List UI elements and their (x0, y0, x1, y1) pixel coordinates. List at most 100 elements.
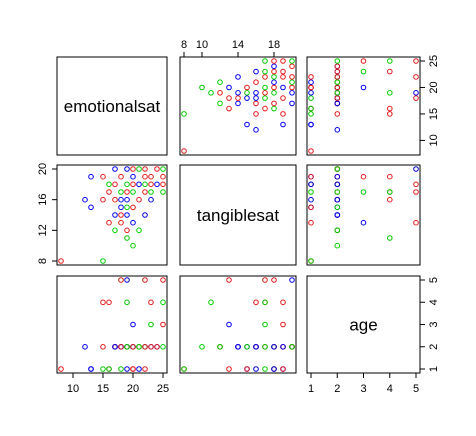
point-38-age-vs-tangiblesat (271, 366, 277, 372)
point-36-emotionalsat-vs-tangiblesat (217, 79, 223, 85)
tick-label-right_top-0: 10 (428, 134, 440, 146)
point-5-age-vs-tangiblesat (253, 299, 259, 306)
point-49-emotionalsat-vs-tangiblesat (271, 63, 277, 70)
point-0-age-vs-emotionalsat (58, 366, 64, 372)
point-29-emotionalsat-vs-tangiblesat (199, 84, 205, 91)
point-29-age-vs-tangiblesat (199, 344, 205, 350)
point-28-emotionalsat-vs-age (413, 90, 419, 96)
point-20-tangiblesat-vs-emotionalsat (118, 173, 124, 180)
point-34-age-vs-tangiblesat (280, 344, 286, 350)
point-9-tangiblesat-vs-emotionalsat (106, 181, 112, 188)
tick-label-top-3: 18 (268, 39, 280, 51)
point-37-tangiblesat-vs-emotionalsat (136, 196, 142, 203)
point-21-emotionalsat-vs-tangiblesat (208, 90, 214, 96)
point-44-age-vs-emotionalsat (142, 344, 148, 350)
tick-label-left_middle-3: 20 (37, 163, 49, 175)
point-16-tangiblesat-vs-emotionalsat (118, 212, 124, 218)
point-41-tangiblesat-vs-age (413, 189, 419, 195)
point-7-emotionalsat-vs-tangiblesat (226, 105, 232, 112)
point-53-tangiblesat-vs-emotionalsat (160, 173, 166, 180)
point-43-tangiblesat-vs-emotionalsat (142, 173, 148, 180)
tick-label-bottom_right-3: 4 (387, 383, 393, 395)
point-50-emotionalsat-vs-tangiblesat (289, 63, 295, 70)
point-25-emotionalsat-vs-tangiblesat (253, 90, 259, 96)
point-40-age-vs-tangiblesat (235, 344, 241, 350)
point-53-tangiblesat-vs-age (360, 173, 367, 180)
point-30-tangiblesat-vs-age (360, 219, 367, 226)
tick-label-bottom_left-0: 10 (67, 383, 79, 395)
variable-label-emotionalsat: emotionalsat (64, 97, 161, 116)
point-30-age-vs-emotionalsat (130, 321, 136, 328)
point-1-age-vs-tangiblesat (181, 366, 187, 372)
point-26-tangiblesat-vs-emotionalsat (124, 189, 130, 195)
point-19-emotionalsat-vs-tangiblesat (262, 95, 268, 101)
point-5-emotionalsat-vs-tangiblesat (253, 111, 259, 117)
tick-label-right_top-1: 15 (428, 108, 440, 120)
point-33-age-vs-emotionalsat (130, 366, 136, 372)
point-28-tangiblesat-vs-age (413, 166, 419, 172)
point-20-emotionalsat-vs-age (334, 95, 341, 101)
point-15-emotionalsat-vs-age (413, 95, 419, 101)
point-14-age-vs-emotionalsat (112, 344, 118, 350)
point-44-tangiblesat-vs-emotionalsat (142, 166, 148, 172)
point-25-emotionalsat-vs-age (308, 90, 314, 96)
point-47-emotionalsat-vs-age (334, 68, 341, 75)
point-30-tangiblesat-vs-emotionalsat (130, 219, 136, 226)
point-28-tangiblesat-vs-emotionalsat (124, 166, 130, 172)
point-34-emotionalsat-vs-tangiblesat (280, 84, 286, 91)
axis-bottom_left: 10 15 20 25 (67, 372, 169, 395)
point-11-emotionalsat-vs-tangiblesat (235, 100, 241, 107)
point-32-tangiblesat-vs-age (334, 189, 341, 195)
point-31-age-vs-tangiblesat (244, 366, 250, 372)
point-33-tangiblesat-vs-emotionalsat (130, 181, 136, 188)
point-49-tangiblesat-vs-age (334, 181, 341, 188)
point-46-age-vs-tangiblesat (262, 321, 268, 328)
point-53-emotionalsat-vs-age (360, 58, 367, 64)
point-26-emotionalsat-vs-tangiblesat (262, 90, 268, 96)
point-27-emotionalsat-vs-tangiblesat (271, 90, 277, 96)
point-27-age-vs-emotionalsat (124, 344, 130, 350)
point-38-emotionalsat-vs-tangiblesat (271, 79, 277, 85)
point-53-emotionalsat-vs-tangiblesat (280, 58, 286, 64)
point-11-tangiblesat-vs-emotionalsat (112, 212, 118, 218)
point-24-tangiblesat-vs-age (334, 204, 341, 211)
point-38-tangiblesat-vs-age (308, 181, 314, 188)
point-52-emotionalsat-vs-tangiblesat (271, 58, 277, 64)
point-20-age-vs-emotionalsat (118, 344, 124, 350)
point-14-tangiblesat-vs-emotionalsat (112, 166, 118, 172)
tick-label-left_middle-2: 16 (37, 194, 49, 206)
point-33-emotionalsat-vs-age (308, 84, 314, 91)
point-31-tangiblesat-vs-age (308, 204, 314, 211)
point-41-emotionalsat-vs-tangiblesat (262, 74, 268, 80)
point-12-tangiblesat-vs-emotionalsat (112, 196, 118, 203)
point-54-tangiblesat-vs-age (334, 166, 341, 172)
point-16-emotionalsat-vs-tangiblesat (235, 95, 241, 101)
point-28-age-vs-emotionalsat (124, 277, 130, 283)
point-0-tangiblesat-vs-emotionalsat (58, 258, 64, 264)
point-1-tangiblesat-vs-emotionalsat (100, 258, 106, 264)
point-5-emotionalsat-vs-age (387, 111, 393, 117)
point-15-tangiblesat-vs-age (413, 219, 419, 226)
point-9-emotionalsat-vs-tangiblesat (271, 105, 277, 112)
tick-label-right_bottom-4: 5 (428, 277, 440, 283)
point-48-emotionalsat-vs-age (387, 68, 393, 75)
point-22-tangiblesat-vs-emotionalsat (124, 227, 130, 234)
tick-label-bottom_right-1: 2 (334, 383, 340, 395)
point-12-emotionalsat-vs-tangiblesat (253, 100, 259, 107)
point-54-emotionalsat-vs-age (334, 58, 341, 64)
point-15-tangiblesat-vs-emotionalsat (118, 219, 124, 226)
point-0-emotionalsat-vs-age (308, 148, 314, 154)
point-45-emotionalsat-vs-tangiblesat (253, 68, 259, 75)
point-38-emotionalsat-vs-age (308, 79, 314, 85)
point-51-emotionalsat-vs-tangiblesat (262, 58, 268, 64)
point-34-tangiblesat-vs-age (334, 173, 341, 180)
point-41-tangiblesat-vs-emotionalsat (142, 189, 148, 195)
point-20-emotionalsat-vs-tangiblesat (280, 95, 286, 101)
point-51-tangiblesat-vs-age (387, 189, 393, 195)
point-46-tangiblesat-vs-emotionalsat (148, 189, 154, 195)
point-8-tangiblesat-vs-emotionalsat (106, 189, 112, 195)
point-43-emotionalsat-vs-age (308, 74, 314, 80)
point-51-age-vs-tangiblesat (262, 299, 268, 306)
point-53-age-vs-tangiblesat (280, 321, 286, 328)
